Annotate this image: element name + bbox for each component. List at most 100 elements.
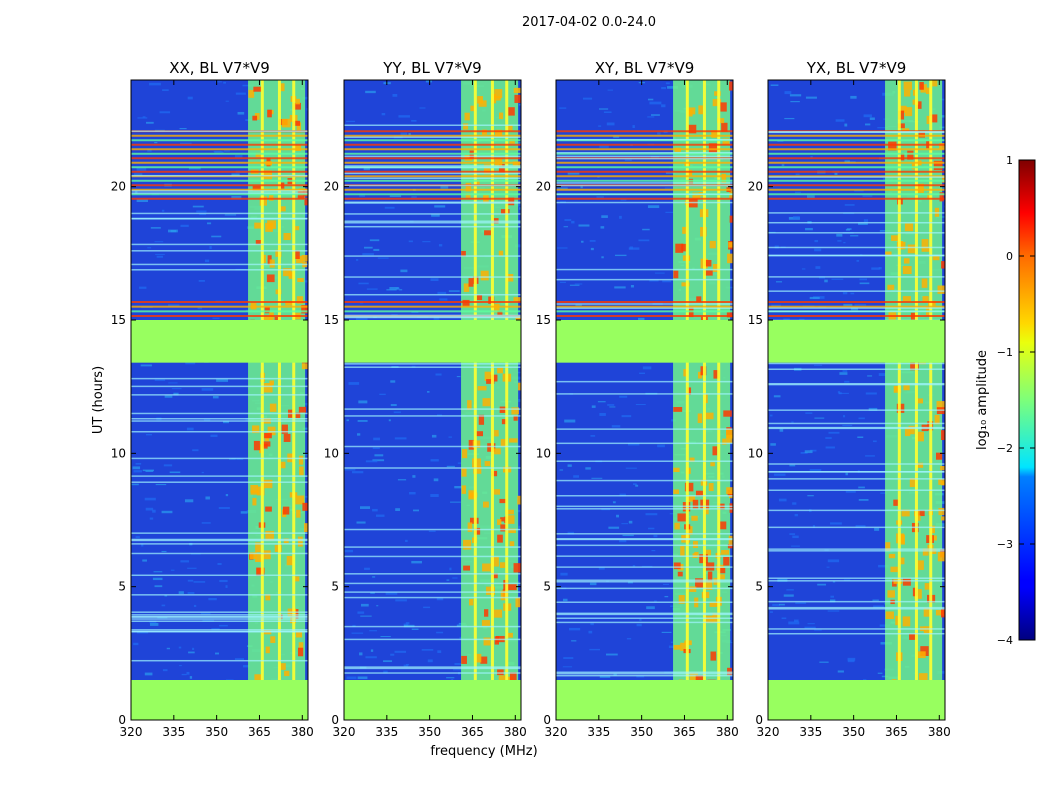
- noise-speck: [844, 123, 848, 127]
- rfi-blob: [481, 620, 490, 626]
- rfi-blob: [498, 164, 505, 173]
- noise-speck: [223, 150, 230, 152]
- rfi-channel-line: [717, 80, 721, 720]
- rfi-blob: [493, 609, 503, 618]
- y-tick-label: 0: [755, 713, 763, 727]
- rfi-blob: [297, 536, 303, 547]
- time-stripe: [768, 550, 945, 552]
- noise-speck: [872, 440, 877, 443]
- noise-speck: [606, 653, 618, 656]
- rfi-blob: [473, 527, 481, 535]
- rfi-blob: [507, 125, 513, 131]
- time-band-stripe: [556, 179, 733, 182]
- noise-speck: [865, 455, 875, 457]
- noise-speck: [390, 380, 396, 383]
- time-stripe: [131, 574, 308, 577]
- rfi-blob: [684, 482, 694, 492]
- time-band-stripe: [768, 143, 945, 146]
- time-band-stripe: [556, 310, 733, 313]
- noise-speck: [635, 484, 639, 487]
- noise-speck: [159, 111, 171, 114]
- noise-speck: [601, 215, 608, 218]
- noise-speck: [653, 534, 658, 538]
- noise-speck: [398, 115, 410, 118]
- panel-1: XX, BL V7*V9 320 335 350 365 380 0 5 10 15 20: [111, 59, 314, 739]
- rfi-blob: [673, 270, 679, 279]
- rfi-blob: [728, 242, 733, 248]
- time-band-stripe: [131, 166, 308, 169]
- noise-speck: [789, 464, 796, 467]
- noise-speck: [231, 173, 240, 176]
- noise-speck: [168, 304, 180, 307]
- rfi-blob: [933, 160, 943, 171]
- rfi-blob: [484, 609, 489, 617]
- noise-speck: [359, 506, 371, 509]
- noise-speck: [654, 272, 665, 274]
- rfi-blob: [673, 644, 682, 650]
- rfi-blob: [499, 112, 504, 120]
- noise-speck: [137, 117, 148, 119]
- panel-2: YY, BL V7*V9 320 335 350 365 380 0 5 10 15 20: [324, 59, 527, 739]
- noise-speck: [411, 560, 422, 564]
- rfi-blob: [904, 427, 911, 437]
- noise-speck: [641, 565, 653, 567]
- noise-speck: [585, 467, 591, 470]
- noise-speck: [619, 395, 628, 398]
- rfi-blob: [915, 101, 922, 109]
- rfi-blob: [478, 414, 485, 425]
- heatmap-image: [768, 80, 945, 720]
- rfi-blob: [939, 143, 945, 150]
- noise-speck: [141, 543, 144, 547]
- time-stripe: [768, 600, 945, 603]
- noise-speck: [433, 317, 440, 320]
- noise-speck: [186, 671, 190, 675]
- noise-speck: [437, 291, 447, 295]
- noise-speck: [790, 101, 800, 103]
- rfi-blob: [940, 516, 945, 521]
- noise-speck: [868, 407, 878, 411]
- x-tick-label: 380: [291, 725, 314, 739]
- time-stripe: [768, 232, 945, 234]
- noise-speck: [837, 240, 842, 242]
- noise-speck: [428, 530, 436, 532]
- panel-title: YX, BL V7*V9: [806, 59, 907, 77]
- rfi-blob: [477, 386, 487, 391]
- x-tick-label: 335: [799, 725, 822, 739]
- heatmap-image: [556, 80, 733, 720]
- noise-speck: [364, 567, 370, 570]
- time-band-stripe: [344, 148, 521, 151]
- rfi-blob: [902, 296, 911, 302]
- noise-speck: [302, 427, 308, 430]
- noise-speck: [200, 612, 211, 615]
- rfi-blob: [885, 611, 894, 620]
- rfi-blob: [296, 509, 301, 518]
- time-band-stripe: [131, 139, 308, 142]
- noise-speck: [607, 404, 615, 406]
- x-tick-label: 365: [248, 725, 271, 739]
- time-band-stripe: [344, 161, 521, 164]
- noise-speck: [599, 108, 609, 110]
- noise-speck: [395, 508, 400, 511]
- rfi-blob: [500, 590, 506, 601]
- time-band-stripe: [344, 157, 521, 160]
- rfi-blob: [909, 478, 918, 488]
- rfi-blob: [486, 379, 495, 384]
- noise-speck: [430, 278, 439, 282]
- rfi-blob: [686, 387, 692, 395]
- rfi-blob: [514, 94, 521, 103]
- time-stripe: [131, 243, 308, 246]
- noise-speck: [212, 395, 219, 399]
- noise-speck: [375, 514, 385, 517]
- noise-speck: [135, 536, 140, 539]
- rfi-blob: [923, 607, 930, 617]
- noise-speck: [858, 417, 865, 420]
- noise-speck: [306, 107, 308, 111]
- time-stripe: [556, 579, 733, 581]
- panel-frame: [555, 79, 734, 721]
- x-tick-label: 320: [120, 725, 143, 739]
- noise-speck: [201, 522, 211, 524]
- colorbar-tick-label: −3: [997, 538, 1013, 551]
- rfi-blob: [509, 541, 515, 547]
- noise-speck: [150, 227, 161, 229]
